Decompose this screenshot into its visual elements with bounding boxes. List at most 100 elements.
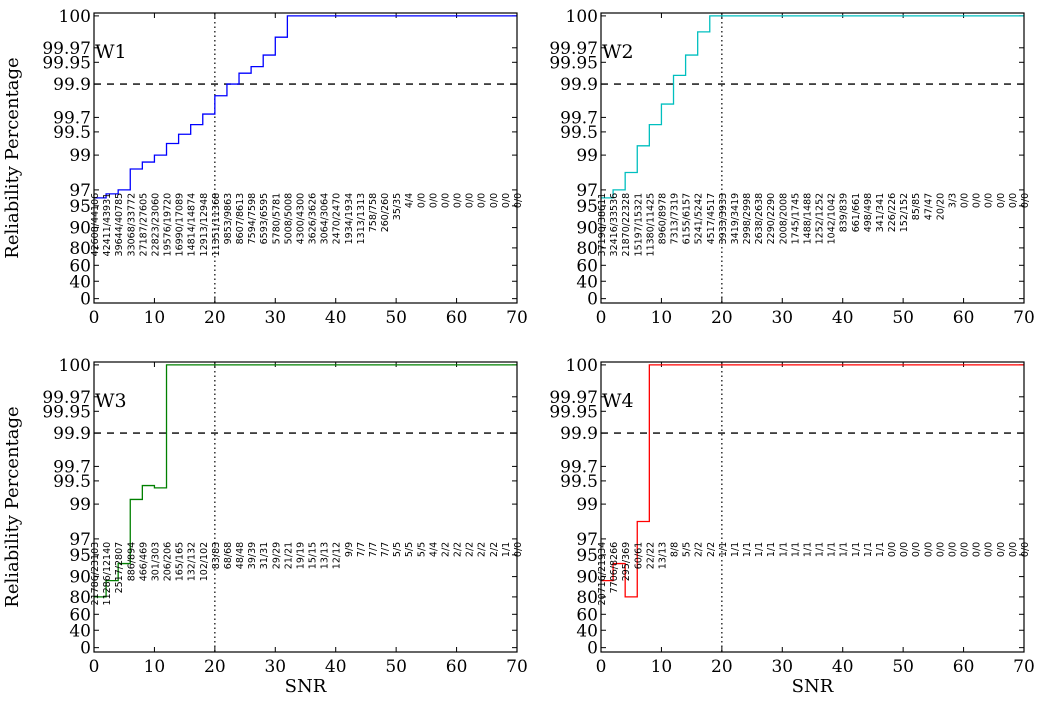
count-label: 0/0 bbox=[972, 542, 983, 557]
y-tick-label: 80 bbox=[576, 239, 598, 259]
x-tick-label: 30 bbox=[264, 308, 286, 328]
y-tick-label: 99.95 bbox=[42, 53, 91, 73]
count-label: 3419/3419 bbox=[730, 193, 741, 245]
count-label: 2008/2008 bbox=[778, 193, 789, 245]
count-label: 102/102 bbox=[199, 542, 210, 581]
count-label: 68/68 bbox=[223, 542, 234, 569]
count-label: 0/0 bbox=[911, 542, 922, 557]
count-label: 7/7 bbox=[368, 542, 379, 557]
count-label: 1313/1313 bbox=[356, 193, 367, 245]
count-label: 39/39 bbox=[247, 542, 258, 569]
y-tick-label: 90 bbox=[576, 219, 598, 239]
count-label: 5008/5008 bbox=[283, 193, 294, 245]
axes-frame bbox=[93, 12, 518, 304]
count-label: 0/0 bbox=[477, 193, 488, 208]
panel-label: W1 bbox=[95, 41, 127, 63]
count-label: 152/152 bbox=[899, 193, 910, 232]
x-tick-label: 20 bbox=[711, 308, 733, 328]
count-label: 20/20 bbox=[935, 193, 946, 220]
chart-panel-3: 0 10 20 30 40 50 60 7004060809095979999.599.799… bbox=[2, 356, 528, 697]
panel-label: W4 bbox=[602, 390, 634, 412]
x-tick-label: 70 bbox=[506, 657, 528, 677]
y-tick-label: 99.7 bbox=[560, 108, 598, 128]
x-tick-label: 30 bbox=[264, 657, 286, 677]
y-tick-label: 97 bbox=[69, 181, 91, 201]
count-label: 1042/1042 bbox=[827, 193, 838, 245]
series-line-W1 bbox=[94, 15, 517, 199]
count-label: 31/31 bbox=[259, 542, 270, 569]
series-line-W2 bbox=[601, 15, 1024, 199]
y-tick-label: 0 bbox=[587, 290, 598, 310]
count-label: 11380/11425 bbox=[645, 193, 656, 257]
x-tick-label: 0 bbox=[89, 657, 100, 677]
count-label: 886/894 bbox=[126, 542, 137, 581]
count-label: 4300/4300 bbox=[295, 193, 306, 245]
count-label: 39644/40785 bbox=[114, 193, 125, 257]
count-label: 498/498 bbox=[863, 193, 874, 232]
series-line-W4 bbox=[601, 364, 1024, 598]
count-label: 5/5 bbox=[416, 542, 427, 557]
y-tick-label: 90 bbox=[69, 568, 91, 588]
y-tick-label: 99 bbox=[69, 495, 91, 515]
count-label: 0/0 bbox=[960, 193, 971, 208]
count-label: 301/303 bbox=[150, 542, 161, 581]
count-label: 2638/2638 bbox=[754, 193, 765, 245]
count-label: 0/0 bbox=[960, 542, 971, 557]
count-label: 8960/8978 bbox=[657, 193, 668, 245]
count-label: 0/0 bbox=[899, 542, 910, 557]
count-label: 0/0 bbox=[416, 193, 427, 208]
count-label: 1/1 bbox=[790, 542, 801, 557]
count-label: 1934/1934 bbox=[344, 193, 355, 245]
count-label: 83/83 bbox=[211, 542, 222, 569]
x-tick-label: 70 bbox=[1013, 308, 1035, 328]
x-tick-label: 20 bbox=[204, 308, 226, 328]
count-label: 6155/6157 bbox=[682, 193, 693, 245]
count-label: 85/85 bbox=[911, 193, 922, 220]
y-tick-label: 99.7 bbox=[560, 457, 598, 477]
x-tick-label: 50 bbox=[385, 657, 407, 677]
count-label: 5/5 bbox=[392, 542, 403, 557]
count-label: 12/12 bbox=[332, 542, 343, 569]
count-label: 0/0 bbox=[1008, 542, 1019, 557]
y-tick-label: 80 bbox=[69, 239, 91, 259]
count-label: 1/1 bbox=[863, 542, 874, 557]
count-label: 2517/2807 bbox=[114, 542, 125, 594]
count-label: 1/1 bbox=[839, 542, 850, 557]
x-tick-label: 40 bbox=[832, 308, 854, 328]
y-tick-label: 80 bbox=[69, 588, 91, 608]
count-label: 42608/44106 bbox=[90, 193, 101, 257]
x-tick-label: 40 bbox=[325, 657, 347, 677]
count-label: 15/15 bbox=[308, 542, 319, 569]
y-tick-label: 100 bbox=[59, 7, 91, 27]
y-tick-label: 90 bbox=[576, 568, 598, 588]
count-label: 9/9 bbox=[344, 542, 355, 557]
count-label: 2/2 bbox=[477, 542, 488, 557]
count-label: 16990/17089 bbox=[175, 193, 186, 257]
count-label: 0/0 bbox=[923, 542, 934, 557]
count-label: 11351/11368 bbox=[211, 193, 222, 257]
y-tick-label: 99.97 bbox=[549, 39, 598, 59]
axes-frame bbox=[600, 12, 1025, 304]
y-tick-label: 99.7 bbox=[53, 457, 91, 477]
count-label: 2/2 bbox=[465, 542, 476, 557]
x-tick-label: 60 bbox=[446, 308, 468, 328]
count-label: 6593/6595 bbox=[259, 193, 270, 245]
chart-panel-4: 0 10 20 30 40 50 60 7004060809095979999.599.799… bbox=[549, 356, 1034, 697]
count-label: 19/19 bbox=[295, 542, 306, 569]
count-label: 0/0 bbox=[465, 193, 476, 208]
x-tick-label: 10 bbox=[651, 657, 673, 677]
count-label: 12913/12948 bbox=[199, 193, 210, 257]
count-label: 839/839 bbox=[839, 193, 850, 232]
count-label: 1/1 bbox=[815, 542, 826, 557]
count-label: 21/21 bbox=[283, 542, 294, 569]
count-label: 1/1 bbox=[754, 542, 765, 557]
y-tick-label: 99.95 bbox=[549, 53, 598, 73]
count-label: 22/22 bbox=[645, 542, 656, 569]
x-tick-label: 20 bbox=[204, 657, 226, 677]
count-label: 5780/5781 bbox=[271, 193, 282, 245]
x-tick-label: 60 bbox=[953, 657, 975, 677]
count-label: 0/0 bbox=[453, 193, 464, 208]
count-label: 0/0 bbox=[428, 193, 439, 208]
x-tick-label: 0 bbox=[596, 657, 607, 677]
